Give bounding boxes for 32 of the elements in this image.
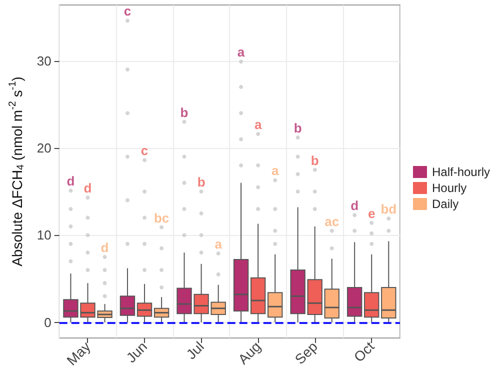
annotation: b (310, 152, 319, 168)
annotation: d (84, 180, 92, 196)
annotation: b (197, 174, 206, 190)
annotation: ac (324, 214, 340, 229)
x-tick-label: Jun (122, 338, 150, 366)
annotation: c (124, 4, 132, 19)
annotation: d (350, 198, 359, 214)
y-axis-title: Absolute ΔFCH4 (nmol m-2 s-1) (8, 76, 26, 266)
x-tick-label: May (63, 338, 94, 368)
annotation: a (237, 44, 246, 60)
y-tick-label: 20 (36, 140, 52, 156)
annotation: a (271, 163, 280, 178)
annotation: b (180, 104, 188, 120)
annotation: d (66, 174, 75, 189)
x-tick-label: Oct (350, 338, 378, 366)
annotation: bc (154, 210, 170, 226)
annotation: e (368, 206, 376, 221)
y-tick-label: 30 (36, 53, 52, 68)
y-tick-label: 0 (44, 314, 52, 330)
x-tick-label: Jul (182, 338, 207, 362)
legend-label: Daily (432, 197, 459, 211)
annotation: a (214, 236, 223, 252)
legend-label: Hourly (432, 181, 467, 195)
y-tick-label: 10 (36, 228, 52, 243)
annotation: a (254, 117, 262, 132)
annotation: c (140, 143, 148, 158)
x-tick-label: Sep (292, 338, 321, 368)
x-tick-label: Aug (234, 338, 264, 368)
legend-label: Half-hourly (432, 165, 490, 179)
annotation: bd (380, 202, 397, 217)
annotation: b (294, 120, 302, 136)
annotation: d (100, 240, 109, 255)
